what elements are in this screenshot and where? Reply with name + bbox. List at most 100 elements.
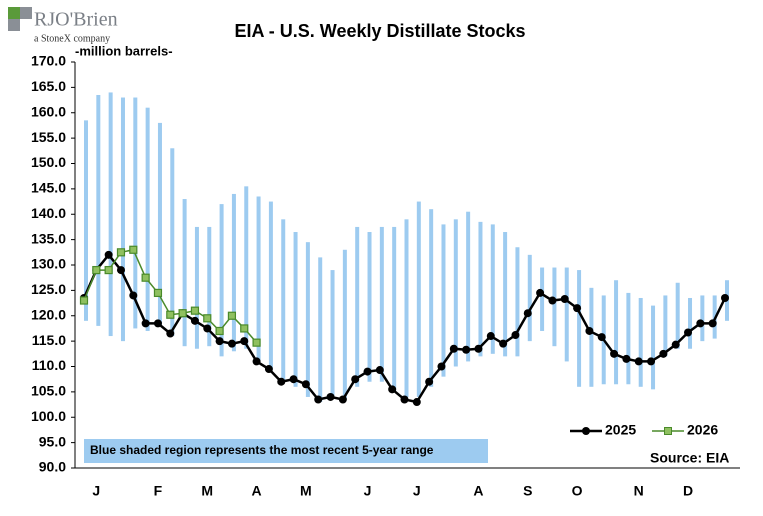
range-bar bbox=[231, 193, 236, 352]
point bbox=[203, 324, 212, 333]
point bbox=[277, 377, 286, 386]
y-tick-label: 155.0 bbox=[31, 129, 66, 145]
point bbox=[462, 345, 471, 354]
y-tick-label: 125.0 bbox=[31, 281, 66, 297]
range-bar bbox=[207, 226, 212, 347]
y-tick-label: 115.0 bbox=[32, 332, 66, 348]
point bbox=[486, 332, 495, 341]
x-tick-label: J bbox=[413, 483, 421, 499]
point bbox=[141, 273, 150, 282]
point bbox=[326, 392, 335, 401]
point bbox=[227, 311, 237, 320]
point bbox=[190, 316, 199, 325]
range-bar bbox=[527, 254, 532, 342]
range-bar bbox=[367, 232, 372, 382]
point bbox=[388, 385, 397, 394]
x-tick-label: N bbox=[634, 483, 644, 499]
range-bar bbox=[145, 107, 150, 331]
y-tick-label: 160.0 bbox=[31, 103, 66, 119]
logo-mark bbox=[20, 7, 32, 19]
range-bar bbox=[564, 267, 569, 362]
point bbox=[104, 265, 113, 275]
point bbox=[240, 324, 249, 333]
range-bar bbox=[651, 305, 656, 390]
legend-marker bbox=[664, 427, 672, 435]
range-bar bbox=[157, 122, 162, 326]
point bbox=[684, 328, 693, 337]
range-bar bbox=[268, 201, 273, 370]
point bbox=[363, 367, 372, 376]
point bbox=[264, 365, 273, 374]
point bbox=[696, 319, 705, 328]
point bbox=[178, 309, 187, 318]
range-bar bbox=[318, 257, 323, 403]
range-bar bbox=[552, 267, 557, 347]
point bbox=[474, 344, 483, 353]
y-axis-label: -million barrels- bbox=[75, 43, 173, 58]
range-bar bbox=[392, 226, 397, 392]
range-bar bbox=[108, 92, 113, 337]
range-bar bbox=[700, 295, 705, 342]
x-tick-label: J bbox=[364, 483, 372, 499]
range-bar bbox=[626, 292, 631, 385]
range-bar bbox=[429, 209, 434, 387]
y-tick-label: 135.0 bbox=[31, 230, 66, 246]
range-bar bbox=[120, 97, 125, 342]
y-tick-label: 170.0 bbox=[31, 53, 66, 69]
point bbox=[671, 340, 680, 349]
range-bar bbox=[663, 295, 668, 357]
range-bar bbox=[441, 224, 446, 377]
range-bar bbox=[133, 97, 138, 329]
range-bar bbox=[589, 287, 594, 387]
point bbox=[129, 291, 138, 300]
x-tick-label: A bbox=[252, 483, 262, 499]
y-tick-label: 110.0 bbox=[32, 357, 66, 373]
range-bar bbox=[416, 201, 421, 397]
point bbox=[92, 265, 101, 275]
point bbox=[375, 366, 384, 375]
point bbox=[166, 310, 175, 319]
point bbox=[585, 326, 594, 335]
range-bar bbox=[638, 297, 643, 387]
y-tick-label: 140.0 bbox=[31, 205, 66, 221]
legend-label: 2025 bbox=[605, 422, 636, 438]
point bbox=[252, 338, 261, 347]
point bbox=[227, 339, 236, 348]
point bbox=[79, 296, 89, 305]
y-tick-label: 120.0 bbox=[31, 306, 66, 322]
point bbox=[511, 331, 520, 340]
point bbox=[153, 319, 162, 328]
point bbox=[622, 354, 631, 363]
point bbox=[203, 314, 212, 323]
range-bar bbox=[453, 219, 458, 367]
logo-mark bbox=[8, 7, 20, 19]
source: Source: EIA bbox=[650, 450, 729, 466]
annotation: Blue shaded region represents the most r… bbox=[90, 443, 434, 457]
range-bar bbox=[540, 267, 545, 331]
logo-mark bbox=[8, 19, 20, 31]
range-bar bbox=[688, 297, 693, 349]
point bbox=[449, 344, 458, 353]
point bbox=[116, 266, 125, 275]
point bbox=[301, 380, 310, 389]
point bbox=[536, 288, 545, 297]
x-tick-label: O bbox=[572, 483, 583, 499]
point bbox=[104, 250, 113, 259]
point bbox=[240, 337, 249, 346]
range-bar bbox=[293, 232, 298, 387]
point bbox=[548, 296, 557, 305]
point bbox=[721, 293, 729, 302]
y-tick-label: 145.0 bbox=[31, 180, 66, 196]
point bbox=[499, 339, 508, 348]
range-bar bbox=[614, 280, 619, 385]
point bbox=[560, 295, 569, 304]
point bbox=[215, 337, 224, 346]
point bbox=[153, 288, 163, 298]
y-tick-label: 130.0 bbox=[31, 256, 66, 272]
legend-label: 2026 bbox=[687, 422, 718, 438]
point bbox=[708, 319, 717, 328]
range-bar bbox=[84, 120, 88, 321]
range-bar bbox=[379, 226, 384, 382]
y-tick-label: 165.0 bbox=[31, 78, 66, 94]
